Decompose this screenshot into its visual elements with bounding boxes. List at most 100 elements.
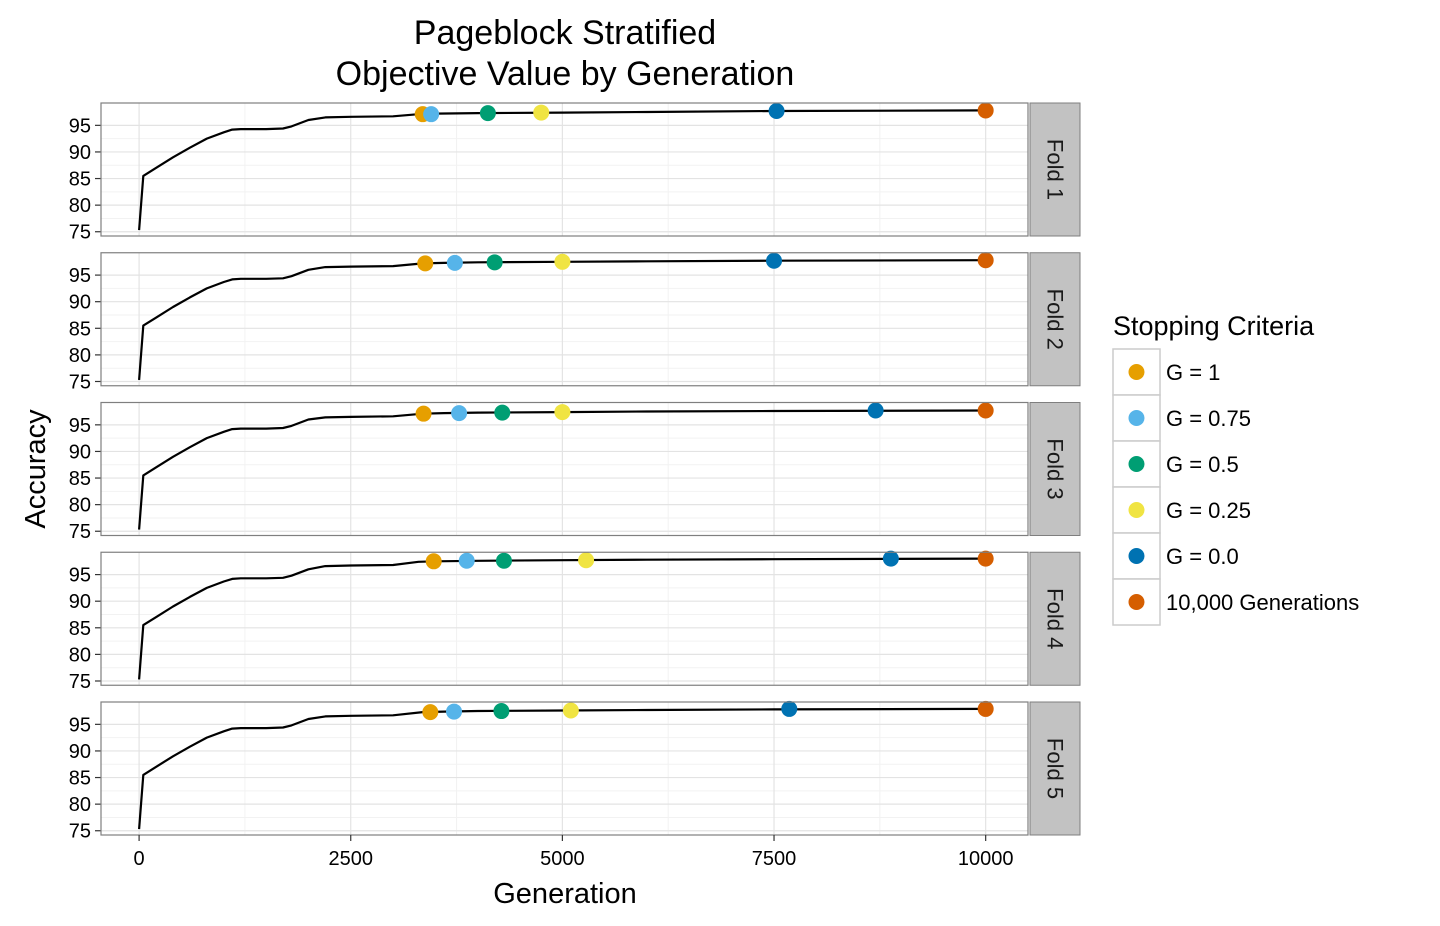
panel-background <box>101 702 1028 835</box>
legend-key-dot <box>1128 502 1145 518</box>
panel-border <box>100 551 1029 686</box>
y-tick-label: 85 <box>69 618 91 640</box>
y-tick-label: 80 <box>69 495 91 517</box>
legend-item-4: G = 0.25 <box>1112 486 1251 534</box>
point-g-0-0 <box>781 700 798 717</box>
point-g-0-0 <box>882 550 899 567</box>
y-tick-label: 75 <box>69 521 91 543</box>
legend-item-3: G = 0.5 <box>1112 440 1239 488</box>
point-g-0-75 <box>446 703 463 720</box>
x-tick-label: 10000 <box>958 848 1014 870</box>
facet-strip <box>1029 551 1081 686</box>
y-tick-label: 80 <box>69 644 91 666</box>
point-g-0-25 <box>533 104 550 121</box>
legend-item-2: G = 0.75 <box>1112 394 1251 442</box>
x-tick-label: 5000 <box>540 848 585 870</box>
y-tick-label: 85 <box>69 169 91 191</box>
facet-panel-1: 75 80 85 90 95 Fold 1 <box>69 102 1081 244</box>
point-g-0-5 <box>479 105 496 122</box>
y-tick-label: 90 <box>69 292 91 314</box>
accuracy-line <box>138 259 986 380</box>
legend-item-1: G = 1 <box>1112 348 1220 396</box>
point-g-0-25 <box>562 702 579 719</box>
point-10-000-generations <box>977 252 994 269</box>
facet-strip <box>1029 701 1081 836</box>
facet-label: Fold 2 <box>1043 289 1068 350</box>
panel-background <box>101 552 1028 686</box>
point-g-1 <box>417 255 434 272</box>
y-tick-label: 85 <box>69 768 91 790</box>
y-tick-label: 95 <box>69 415 91 437</box>
point-g-0-5 <box>493 703 510 720</box>
point-g-0-0 <box>766 252 783 269</box>
legend-key-dot <box>1128 364 1145 380</box>
point-g-0-5 <box>494 404 511 421</box>
y-tick-label: 80 <box>69 195 91 217</box>
point-g-0-0 <box>768 102 785 119</box>
legend-label: G = 1 <box>1166 360 1220 385</box>
point-g-0-25 <box>578 552 595 569</box>
point-g-0-25 <box>554 253 571 270</box>
panel-background <box>101 103 1028 236</box>
y-tick-label: 95 <box>69 714 91 736</box>
accuracy-line <box>138 109 986 231</box>
panel-border <box>100 102 1029 237</box>
legend-key-dot <box>1128 548 1145 564</box>
y-axis-title: Accuracy <box>20 409 52 529</box>
point-g-0-75 <box>423 106 440 123</box>
x-tick-label: 7500 <box>752 848 797 870</box>
point-g-1 <box>415 405 432 422</box>
point-g-0-5 <box>486 254 503 271</box>
point-g-0-5 <box>495 552 512 569</box>
point-10-000-generations <box>977 700 994 717</box>
point-g-1 <box>425 553 442 570</box>
point-g-0-25 <box>554 404 571 421</box>
x-tick-label: 0 <box>134 848 145 870</box>
y-tick-label: 80 <box>69 794 91 816</box>
facet-panels: 75 80 85 90 95 Fold 1 75 80 85 90 95 Fold 2 75 80 85 90… <box>69 102 1081 843</box>
facet-strip <box>1029 102 1081 237</box>
y-tick-label: 75 <box>69 671 91 693</box>
y-tick-label: 90 <box>69 441 91 463</box>
y-tick-label: 95 <box>69 565 91 587</box>
point-10-000-generations <box>977 402 994 419</box>
facet-label: Fold 4 <box>1043 588 1068 649</box>
legend-item-6: 10,000 Generations <box>1112 578 1359 626</box>
facet-label: Fold 3 <box>1043 438 1068 499</box>
facet-panel-3: 75 80 85 90 95 Fold 3 <box>69 401 1081 543</box>
facet-panel-5: 75 80 85 90 95 Fold 5 <box>69 700 1081 843</box>
chart-title-line-2: Objective Value by Generation <box>336 55 795 93</box>
x-tick-label: 2500 <box>328 848 373 870</box>
facet-strip <box>1029 252 1081 387</box>
y-tick-label: 90 <box>69 591 91 613</box>
y-tick-label: 75 <box>69 371 91 393</box>
legend: Stopping Criteria G = 1 G = 0.75 G = 0.5 G … <box>1112 311 1359 626</box>
point-g-0-0 <box>867 402 884 419</box>
panel-border <box>100 701 1029 836</box>
panel-background <box>101 252 1028 386</box>
point-10-000-generations <box>977 102 994 119</box>
y-tick-label: 80 <box>69 345 91 367</box>
panel-border <box>100 252 1029 387</box>
legend-item-5: G = 0.0 <box>1112 532 1239 580</box>
y-tick-label: 85 <box>69 468 91 490</box>
x-axis-title: Generation <box>493 878 637 910</box>
facet-panel-2: 75 80 85 90 95 Fold 2 <box>69 252 1081 393</box>
legend-label: G = 0.0 <box>1166 544 1239 569</box>
y-tick-label: 75 <box>69 821 91 843</box>
legend-label: G = 0.5 <box>1166 452 1239 477</box>
legend-key-dot <box>1128 456 1145 472</box>
point-g-0-75 <box>446 254 463 271</box>
legend-title: Stopping Criteria <box>1113 311 1315 341</box>
panel-background <box>101 402 1028 536</box>
y-tick-label: 75 <box>69 222 91 244</box>
y-tick-label: 95 <box>69 265 91 287</box>
y-tick-label: 90 <box>69 142 91 164</box>
legend-key-dot <box>1128 410 1145 426</box>
facet-panel-4: 75 80 85 90 95 Fold 4 <box>69 550 1081 693</box>
point-g-1 <box>422 704 439 721</box>
x-axis: 0 2500 5000 7500 10000 <box>134 835 1014 870</box>
legend-key-dot <box>1128 594 1145 610</box>
legend-label: 10,000 Generations <box>1166 590 1359 615</box>
